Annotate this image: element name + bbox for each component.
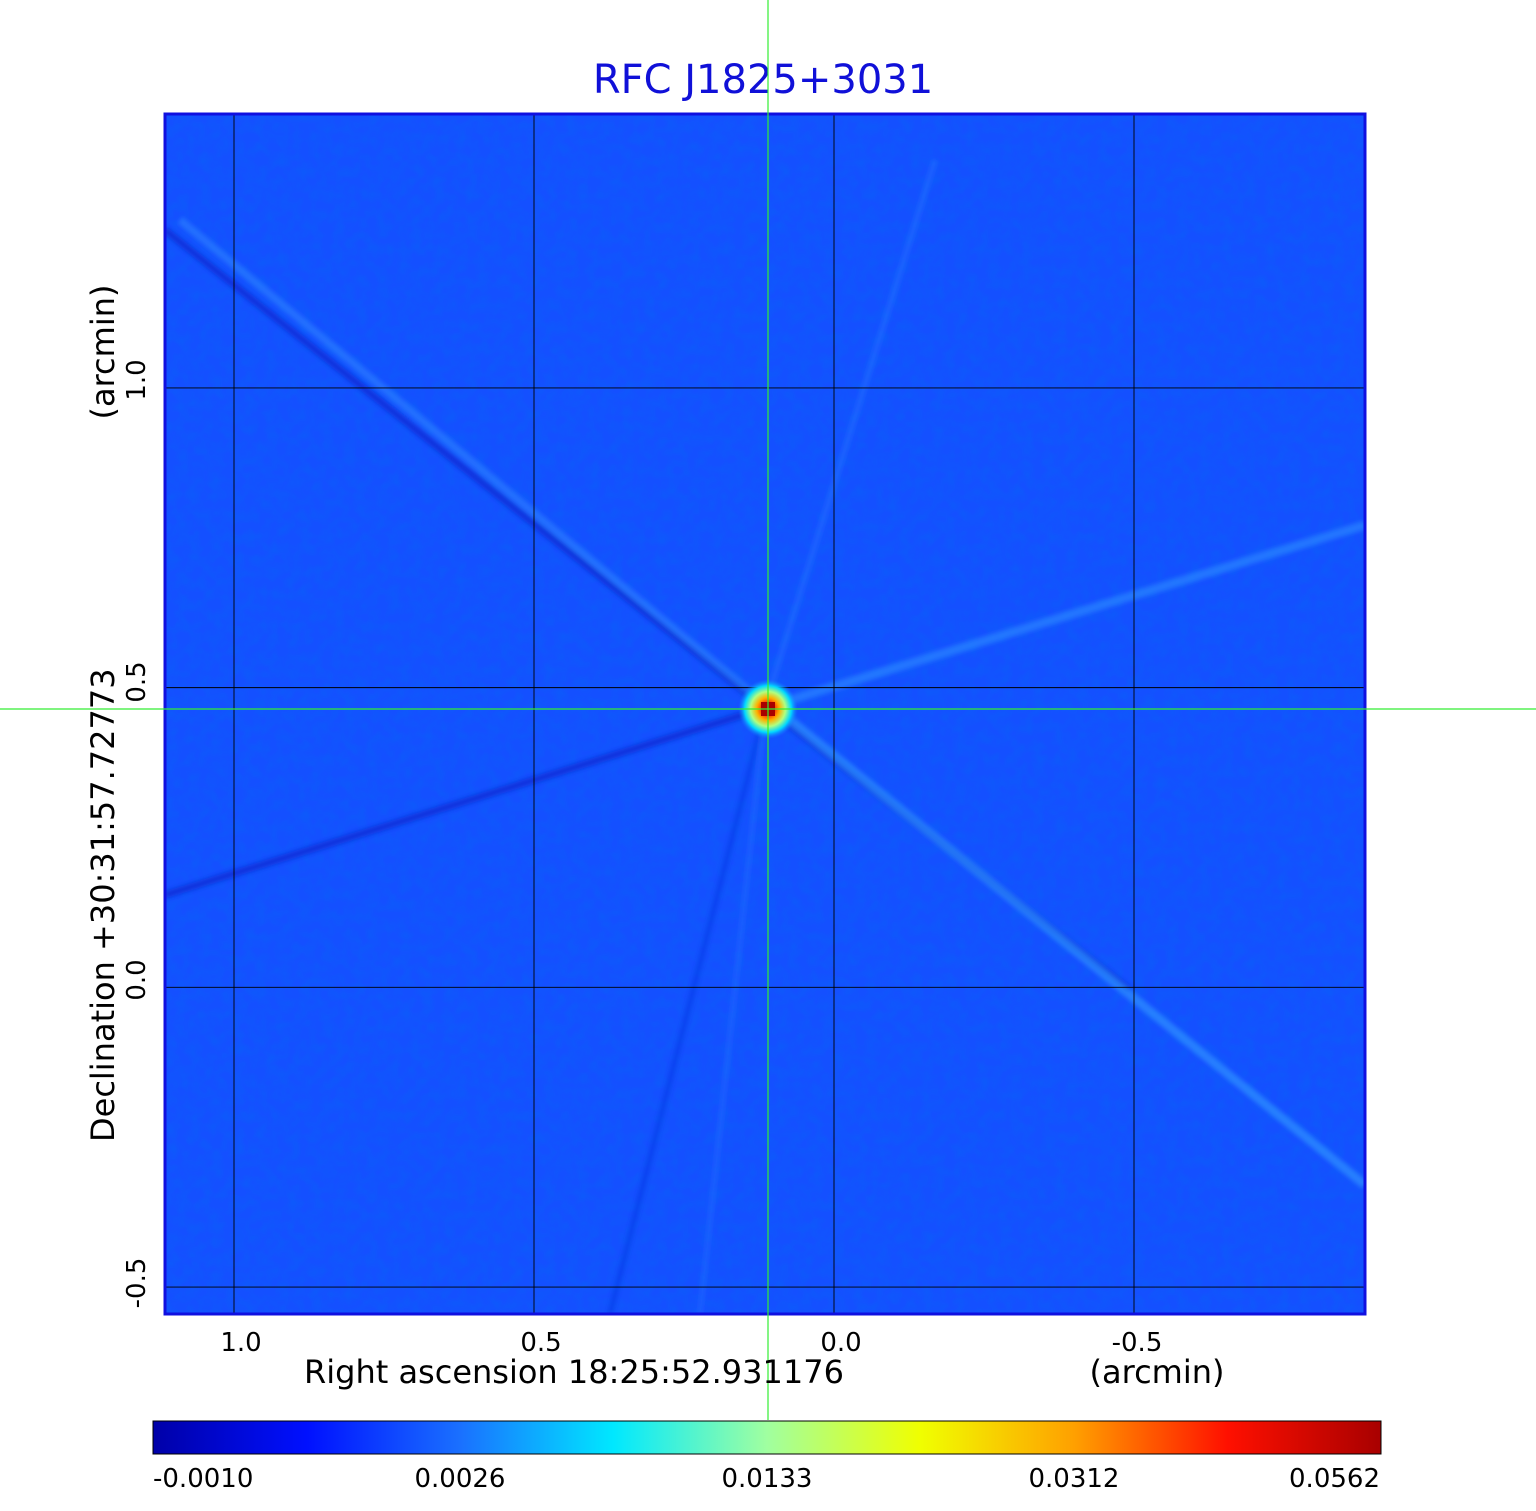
faint-streak-n [762, 159, 938, 707]
x-tick-label: 0.0 [820, 1328, 861, 1358]
x-tick-labels: 1.0 0.5 0.0 -0.5 [220, 1328, 1162, 1358]
plot-frame [163, 112, 1367, 1316]
light-streak-se [787, 716, 1365, 1189]
colorbar-tick-label: 0.0026 [415, 1464, 506, 1494]
y-axis-label: Declination +30:31:57.72773 [84, 668, 122, 1142]
dark-streak-nw [165, 227, 768, 711]
y-tick-label: 0.0 [122, 959, 152, 1000]
y-tick-labels: -0.5 0.0 0.5 1.0 [122, 359, 152, 1308]
colorbar-tick-label: 0.0312 [1029, 1464, 1120, 1494]
x-axis-unit-label: (arcmin) [1090, 1353, 1225, 1391]
y-tick-label: 0.5 [122, 661, 152, 702]
colorbar-tick-label: -0.0010 [153, 1464, 253, 1494]
faint-streak-s2 [697, 709, 768, 1314]
y-axis-unit-label: (arcmin) [84, 285, 122, 420]
colorbar-tick-label: 0.0133 [722, 1464, 813, 1494]
x-tick-label: 1.0 [220, 1328, 261, 1358]
light-streak-ne [768, 520, 1365, 711]
colorbar [152, 1420, 1382, 1455]
x-axis-label: Right ascension 18:25:52.931176 [304, 1353, 844, 1391]
x-tick-label: -0.5 [1112, 1328, 1163, 1358]
faint-streak-s1 [607, 709, 768, 1314]
x-tick-label: 0.5 [520, 1328, 561, 1358]
chart-title: RFC J1825+3031 [593, 57, 933, 103]
y-tick-label: -0.5 [122, 1258, 152, 1309]
dark-streak-sw [165, 704, 767, 899]
light-streak-nw [177, 216, 763, 704]
colorbar-tick-label: 0.0562 [1289, 1464, 1380, 1494]
colorbar-tick-labels: -0.0010 0.0026 0.0133 0.0312 0.0562 [153, 1464, 1380, 1494]
sidelobe-streaks [165, 159, 1365, 1314]
plot-area [165, 114, 1365, 1314]
y-tick-label: 1.0 [122, 359, 152, 400]
